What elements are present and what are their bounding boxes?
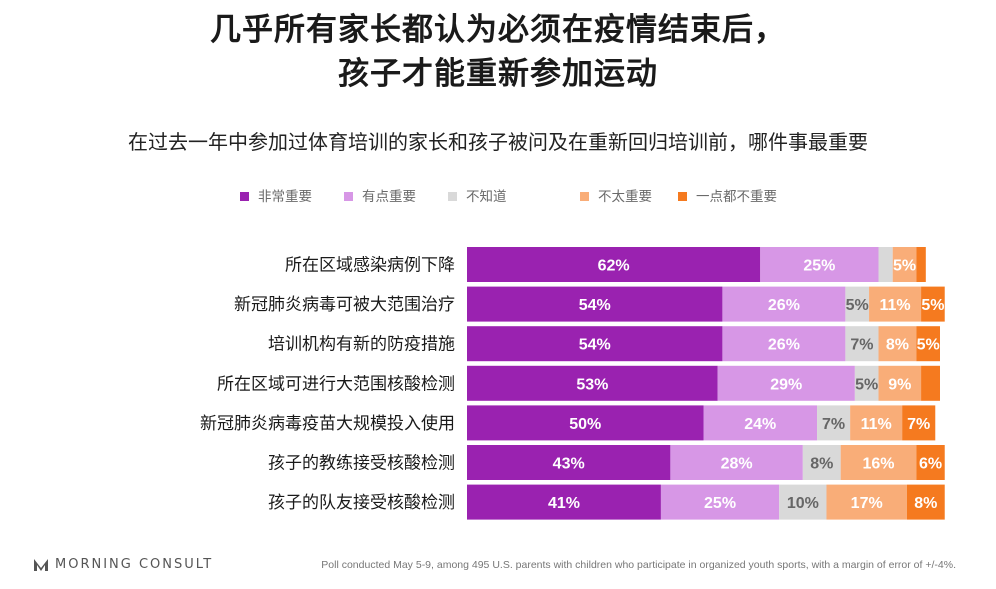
data-label: 7%: [907, 416, 930, 433]
category-label: 培训机构有新的防疫措施: [268, 335, 455, 355]
data-label: 8%: [810, 456, 833, 473]
data-label: 25%: [704, 495, 736, 512]
morning-consult-icon: [34, 559, 48, 571]
data-label: 54%: [579, 337, 611, 354]
bar-segment: [916, 247, 926, 282]
bar-segment: [906, 484, 945, 520]
bar-segment: [467, 247, 761, 282]
bar-segment: [467, 484, 661, 520]
legend-label: 一点都不重要: [696, 189, 777, 205]
data-label: 5%: [846, 297, 869, 314]
legend-swatch: [448, 192, 457, 201]
bar-segment: [779, 484, 827, 520]
data-label: 25%: [803, 258, 835, 275]
data-label: 6%: [919, 456, 942, 473]
data-label: 11%: [861, 416, 892, 433]
bar-segment: [722, 326, 846, 362]
bar-segment: [921, 286, 945, 322]
legend-swatch: [678, 192, 687, 201]
bar-segment: [722, 286, 846, 322]
brand-logo: MORNING CONSULT: [33, 555, 213, 575]
bar-segment: [845, 286, 870, 322]
legend-label: 不太重要: [598, 189, 652, 205]
category-label: 新冠肺炎病毒疫苗大规模投入使用: [200, 413, 455, 434]
category-label: 所在区域感染病例下降: [285, 256, 455, 276]
bar-segment: [467, 326, 723, 362]
bar-segment: [850, 405, 903, 441]
data-label: 5%: [917, 337, 940, 354]
bar-segment: [467, 405, 704, 441]
legend-label: 非常重要: [258, 189, 312, 205]
legend-swatch: [580, 192, 589, 201]
legend-item: 有点重要: [344, 187, 416, 207]
data-label: 16%: [862, 456, 894, 473]
bar-segment: [854, 365, 879, 401]
data-label: 17%: [851, 495, 883, 512]
data-label: 5%: [893, 258, 916, 275]
data-label: 54%: [579, 297, 611, 314]
bar-segment: [467, 445, 671, 480]
data-label: 43%: [553, 456, 585, 473]
bar-segment: [902, 405, 936, 441]
chart-subtitle: 在过去一年中参加过体育培训的家长和孩子被问及在重新回归培训前，哪件事最重要: [128, 130, 868, 154]
data-label: 5%: [921, 297, 944, 314]
bar-segment: [817, 405, 851, 441]
bar-segment: [717, 365, 855, 401]
data-label: 28%: [721, 456, 753, 473]
data-label: 8%: [914, 495, 937, 512]
bar-segment: [878, 326, 917, 362]
bar-segment: [840, 445, 917, 480]
data-label: 26%: [768, 297, 800, 314]
data-label: 7%: [850, 337, 873, 354]
legend-swatch: [240, 192, 249, 201]
bar-segment: [892, 247, 917, 282]
bar-segment: [802, 445, 841, 480]
legend-label: 有点重要: [362, 189, 416, 205]
title-line-1: 几乎所有家长都认为必须在疫情结束后，: [210, 12, 786, 48]
bar-segment: [916, 326, 940, 362]
data-label: 26%: [768, 337, 800, 354]
data-label: 62%: [598, 258, 630, 275]
data-label: 7%: [822, 416, 845, 433]
bar-segment: [878, 365, 922, 401]
legend-item: 一点都不重要: [678, 187, 777, 207]
bar-segment: [921, 365, 940, 401]
category-label: 新冠肺炎病毒可被大范围治疗: [234, 295, 455, 315]
bar-segment: [845, 326, 879, 362]
bar-segment: [878, 247, 893, 282]
footnote: Poll conducted May 5-9, among 495 U.S. p…: [321, 559, 956, 571]
data-label: 41%: [548, 495, 580, 512]
data-label: 9%: [888, 376, 911, 393]
brand-name: MORNING CONSULT: [55, 557, 214, 572]
legend-swatch: [344, 192, 353, 201]
bar-segment: [467, 286, 723, 322]
data-label: 11%: [879, 297, 910, 314]
legend-label: 不知道: [466, 189, 507, 205]
bar-segment: [916, 445, 945, 480]
chart-title: 几乎所有家长都认为必须在疫情结束后， 孩子才能重新参加运动: [0, 8, 996, 96]
category-label: 所在区域可进行大范围核酸检测: [217, 374, 455, 394]
bar-segment: [703, 405, 818, 441]
category-label: 孩子的队友接受核酸检测: [268, 493, 455, 513]
bar-segment: [660, 484, 780, 520]
title-line-2: 孩子才能重新参加运动: [338, 56, 658, 92]
legend-item: 不太重要: [580, 187, 652, 207]
data-label: 8%: [886, 337, 909, 354]
data-label: 50%: [569, 416, 601, 433]
bar-segment: [760, 247, 879, 282]
bar-segment: [826, 484, 907, 520]
data-label: 10%: [787, 495, 819, 512]
data-label: 53%: [576, 376, 608, 393]
legend-item: 不知道: [448, 187, 507, 207]
category-label: 孩子的教练接受核酸检测: [268, 454, 455, 474]
bar-segment: [869, 286, 922, 322]
legend-item: 非常重要: [240, 187, 312, 207]
bar-segment: [670, 445, 803, 480]
data-label: 24%: [744, 416, 776, 433]
data-label: 5%: [855, 376, 878, 393]
bar-segment: [467, 365, 718, 401]
data-label: 29%: [770, 376, 802, 393]
